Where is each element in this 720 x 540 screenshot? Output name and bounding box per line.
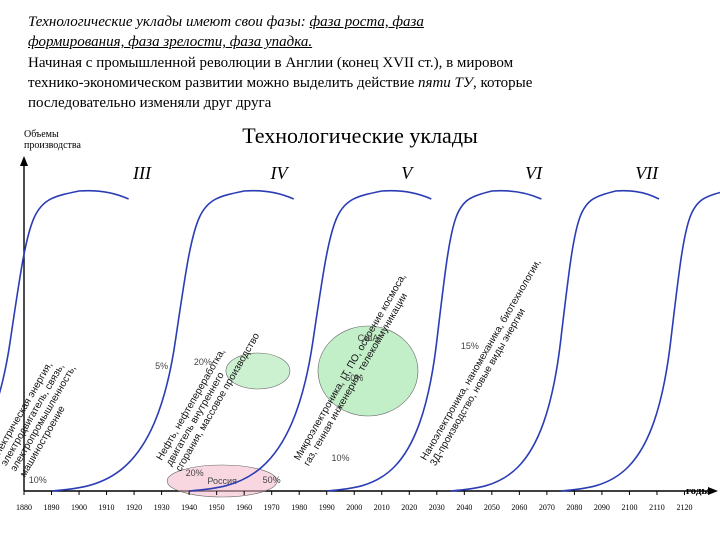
x-tick: 2070 [539,503,555,512]
x-tick: 1900 [71,503,87,512]
svg-text:60%: 60% [345,373,363,383]
wave-label: VI [525,163,542,184]
x-tick: 1990 [319,503,335,512]
svg-text:50%: 50% [263,475,281,485]
svg-text:10%: 10% [29,475,47,485]
x-tick: 1920 [126,503,142,512]
x-tick: 2020 [401,503,417,512]
x-tick: 1890 [44,503,60,512]
x-tick: 1970 [264,503,280,512]
svg-text:10%: 10% [331,453,349,463]
wave-label: IV [271,163,288,184]
x-tick: 2010 [374,503,390,512]
x-tick: 1930 [154,503,170,512]
x-tick: 2110 [649,503,665,512]
chart-area: Технологические уклады Объемы производст… [0,121,720,521]
svg-text:Наноэлектроника, наномеханика,: Наноэлектроника, наномеханика, биотехнол… [418,257,544,462]
svg-text:20%: 20% [194,357,212,367]
hdr-l3: Начиная с промышленной революции в Англи… [28,55,513,71]
svg-text:США: США [358,333,379,343]
x-tick: 1980 [291,503,307,512]
x-tick: 2030 [429,503,445,512]
svg-text:15%: 15% [461,341,479,351]
x-tick: 2090 [594,503,610,512]
hdr-l4b: пяти ТУ [418,75,473,91]
hdr-l2: формирования, фаза зрелости, фаза упадка… [28,34,312,50]
x-tick: 1880 [16,503,32,512]
x-tick: 1910 [99,503,115,512]
x-tick: 2040 [456,503,472,512]
x-tick: 1960 [236,503,252,512]
x-tick: 1950 [209,503,225,512]
svg-text:5%: 5% [155,361,168,371]
x-tick: 1940 [181,503,197,512]
header-paragraph: Технологические уклады имеют свои фазы: … [0,0,720,121]
x-tick: 2050 [484,503,500,512]
x-ticks: 1880 1890 1900 1910 1920 1930 1940 1950 1960 1970… [0,503,720,517]
chart-svg: РоссияУголь, энергия пара,паровой двигат… [0,121,720,521]
x-tick: 2060 [511,503,527,512]
x-tick: 2080 [566,503,582,512]
wave-label: VII [635,163,658,184]
x-tick: 2000 [346,503,362,512]
svg-text:3Д-производство, новые виды эн: 3Д-производство, новые виды энергии [428,307,527,468]
x-tick: 2100 [621,503,637,512]
svg-text:20%: 20% [186,468,204,478]
x-tick: 2120 [676,503,692,512]
hdr-l5: последовательно изменяли друг друга [28,95,271,111]
wave-label: III [133,163,151,184]
hdr-l1b: фаза роста, фаза [309,14,423,30]
hdr-l4a: технико-экономическом развитии можно выд… [28,75,418,91]
wave-label: V [401,163,412,184]
hdr-l1a: Технологические уклады имеют свои фазы: [28,14,309,30]
hdr-l4c: , которые [473,75,532,91]
